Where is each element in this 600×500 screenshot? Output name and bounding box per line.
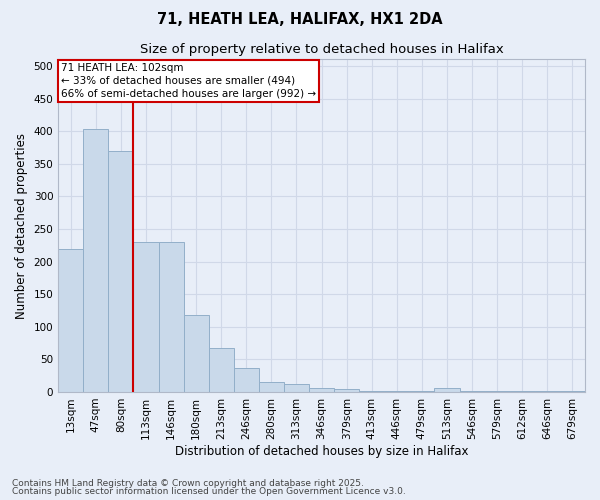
Bar: [259, 382, 284, 392]
Bar: [184, 315, 209, 392]
Bar: [234, 368, 259, 392]
Bar: [109, 150, 133, 392]
Text: Contains public sector information licensed under the Open Government Licence v3: Contains public sector information licen…: [12, 487, 406, 496]
Text: 71, HEATH LEA, HALIFAX, HX1 2DA: 71, HEATH LEA, HALIFAX, HX1 2DA: [157, 12, 443, 28]
Text: Contains HM Land Registry data © Crown copyright and database right 2025.: Contains HM Land Registry data © Crown c…: [12, 478, 364, 488]
Text: 71 HEATH LEA: 102sqm
← 33% of detached houses are smaller (494)
66% of semi-deta: 71 HEATH LEA: 102sqm ← 33% of detached h…: [61, 62, 316, 99]
Bar: [434, 388, 460, 392]
Y-axis label: Number of detached properties: Number of detached properties: [15, 132, 28, 318]
Bar: [58, 248, 83, 392]
X-axis label: Distribution of detached houses by size in Halifax: Distribution of detached houses by size …: [175, 444, 469, 458]
Title: Size of property relative to detached houses in Halifax: Size of property relative to detached ho…: [140, 42, 503, 56]
Bar: [133, 242, 158, 392]
Bar: [209, 348, 234, 392]
Bar: [284, 384, 309, 392]
Bar: [309, 388, 334, 392]
Bar: [83, 129, 109, 392]
Bar: [334, 388, 359, 392]
Bar: [158, 242, 184, 392]
